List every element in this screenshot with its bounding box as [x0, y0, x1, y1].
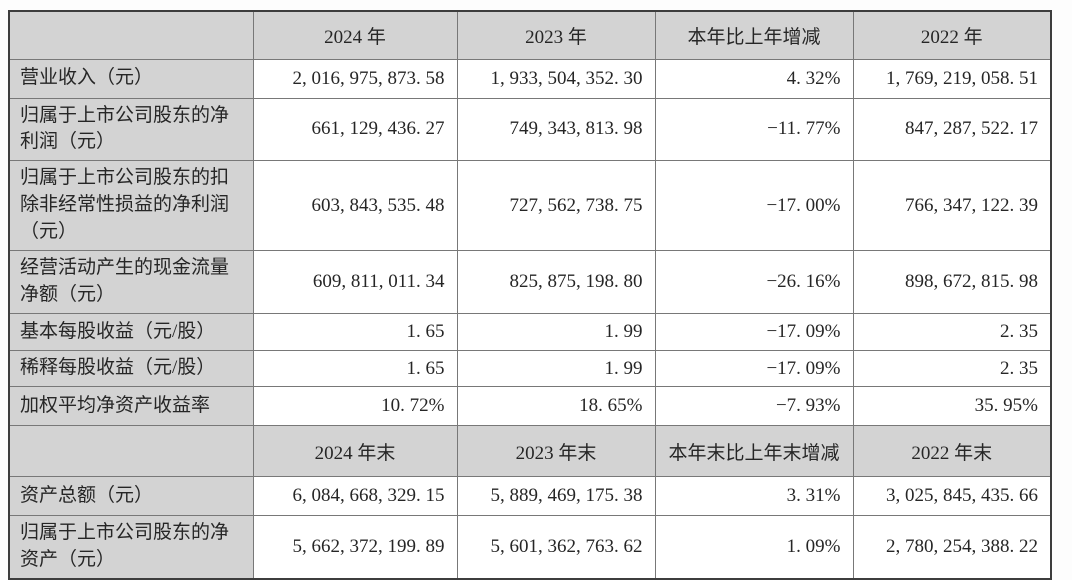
- table-header-row-eoy: 2024 年末 2023 年末 本年末比上年末增减 2022 年末: [8, 425, 1052, 478]
- row-label: 营业收入（元）: [8, 58, 254, 99]
- cell-change: −17. 09%: [654, 350, 854, 388]
- cell-2023: 1, 933, 504, 352. 30: [456, 58, 656, 99]
- financial-summary-table-container: 2024 年 2023 年 本年比上年增减 2022 年 营业收入（元） 2, …: [8, 10, 1052, 580]
- row-label: 归属于上市公司股东的扣除非经常性损益的净利润（元）: [8, 160, 254, 252]
- cell-2023: 825, 875, 198. 80: [456, 250, 656, 315]
- financial-summary-table: 2024 年 2023 年 本年比上年增减 2022 年 营业收入（元） 2, …: [8, 10, 1052, 580]
- cell-2023: 1. 99: [456, 313, 656, 352]
- cell-2024: 6, 084, 668, 329. 15: [252, 476, 458, 517]
- cell-change: 4. 32%: [654, 58, 854, 99]
- cell-2022: 898, 672, 815. 98: [852, 250, 1052, 315]
- table-row-weighted-avg-roe: 加权平均净资产收益率 10. 72% 18. 65% −7. 93% 35. 9…: [8, 386, 1052, 427]
- row-label: 加权平均净资产收益率: [8, 386, 254, 427]
- cell-2022: 3, 025, 845, 435. 66: [852, 476, 1052, 517]
- cell-2024: 603, 843, 535. 48: [252, 160, 458, 252]
- header-empty-cell: [8, 10, 254, 60]
- cell-2022: 847, 287, 522. 17: [852, 97, 1052, 162]
- cell-2023: 5, 889, 469, 175. 38: [456, 476, 656, 517]
- cell-change: −11. 77%: [654, 97, 854, 162]
- row-label: 基本每股收益（元/股）: [8, 313, 254, 352]
- cell-2022: 1, 769, 219, 058. 51: [852, 58, 1052, 99]
- table-row-revenue: 营业收入（元） 2, 016, 975, 873. 58 1, 933, 504…: [8, 58, 1052, 99]
- row-label: 稀释每股收益（元/股）: [8, 350, 254, 388]
- cell-2024: 1. 65: [252, 313, 458, 352]
- cell-change: −26. 16%: [654, 250, 854, 315]
- col-header-2022-eoy: 2022 年末: [852, 425, 1052, 478]
- cell-2022: 35. 95%: [852, 386, 1052, 427]
- table-row-total-assets: 资产总额（元） 6, 084, 668, 329. 15 5, 889, 469…: [8, 476, 1052, 517]
- cell-change: 3. 31%: [654, 476, 854, 517]
- table-row-basic-eps: 基本每股收益（元/股） 1. 65 1. 99 −17. 09% 2. 35: [8, 313, 1052, 352]
- cell-2022: 2. 35: [852, 350, 1052, 388]
- cell-2022: 2, 780, 254, 388. 22: [852, 515, 1052, 580]
- col-header-eoy-change: 本年末比上年末增减: [654, 425, 854, 478]
- col-header-2023: 2023 年: [456, 10, 656, 60]
- table-row-net-profit-excl-nonrecurring: 归属于上市公司股东的扣除非经常性损益的净利润（元） 603, 843, 535.…: [8, 160, 1052, 252]
- cell-2024: 10. 72%: [252, 386, 458, 427]
- cell-2022: 2. 35: [852, 313, 1052, 352]
- cell-change: −17. 00%: [654, 160, 854, 252]
- col-header-2023-eoy: 2023 年末: [456, 425, 656, 478]
- header-empty-cell: [8, 425, 254, 478]
- cell-change: −17. 09%: [654, 313, 854, 352]
- cell-change: 1. 09%: [654, 515, 854, 580]
- cell-2024: 609, 811, 011. 34: [252, 250, 458, 315]
- cell-2023: 727, 562, 738. 75: [456, 160, 656, 252]
- cell-2023: 18. 65%: [456, 386, 656, 427]
- table-row-operating-cash-flow: 经营活动产生的现金流量净额（元） 609, 811, 011. 34 825, …: [8, 250, 1052, 315]
- row-label: 归属于上市公司股东的净资产（元）: [8, 515, 254, 580]
- row-label: 资产总额（元）: [8, 476, 254, 517]
- col-header-yoy-change: 本年比上年增减: [654, 10, 854, 60]
- cell-2023: 5, 601, 362, 763. 62: [456, 515, 656, 580]
- row-label: 归属于上市公司股东的净利润（元）: [8, 97, 254, 162]
- cell-2023: 1. 99: [456, 350, 656, 388]
- cell-2024: 661, 129, 436. 27: [252, 97, 458, 162]
- col-header-2024-eoy: 2024 年末: [252, 425, 458, 478]
- cell-change: −7. 93%: [654, 386, 854, 427]
- col-header-2024: 2024 年: [252, 10, 458, 60]
- cell-2022: 766, 347, 122. 39: [852, 160, 1052, 252]
- row-label: 经营活动产生的现金流量净额（元）: [8, 250, 254, 315]
- cell-2024: 5, 662, 372, 199. 89: [252, 515, 458, 580]
- cell-2024: 1. 65: [252, 350, 458, 388]
- table-row-net-assets: 归属于上市公司股东的净资产（元） 5, 662, 372, 199. 89 5,…: [8, 515, 1052, 580]
- col-header-2022: 2022 年: [852, 10, 1052, 60]
- cell-2024: 2, 016, 975, 873. 58: [252, 58, 458, 99]
- cell-2023: 749, 343, 813. 98: [456, 97, 656, 162]
- table-row-diluted-eps: 稀释每股收益（元/股） 1. 65 1. 99 −17. 09% 2. 35: [8, 350, 1052, 388]
- table-row-net-profit: 归属于上市公司股东的净利润（元） 661, 129, 436. 27 749, …: [8, 97, 1052, 162]
- table-header-row-annual: 2024 年 2023 年 本年比上年增减 2022 年: [8, 10, 1052, 60]
